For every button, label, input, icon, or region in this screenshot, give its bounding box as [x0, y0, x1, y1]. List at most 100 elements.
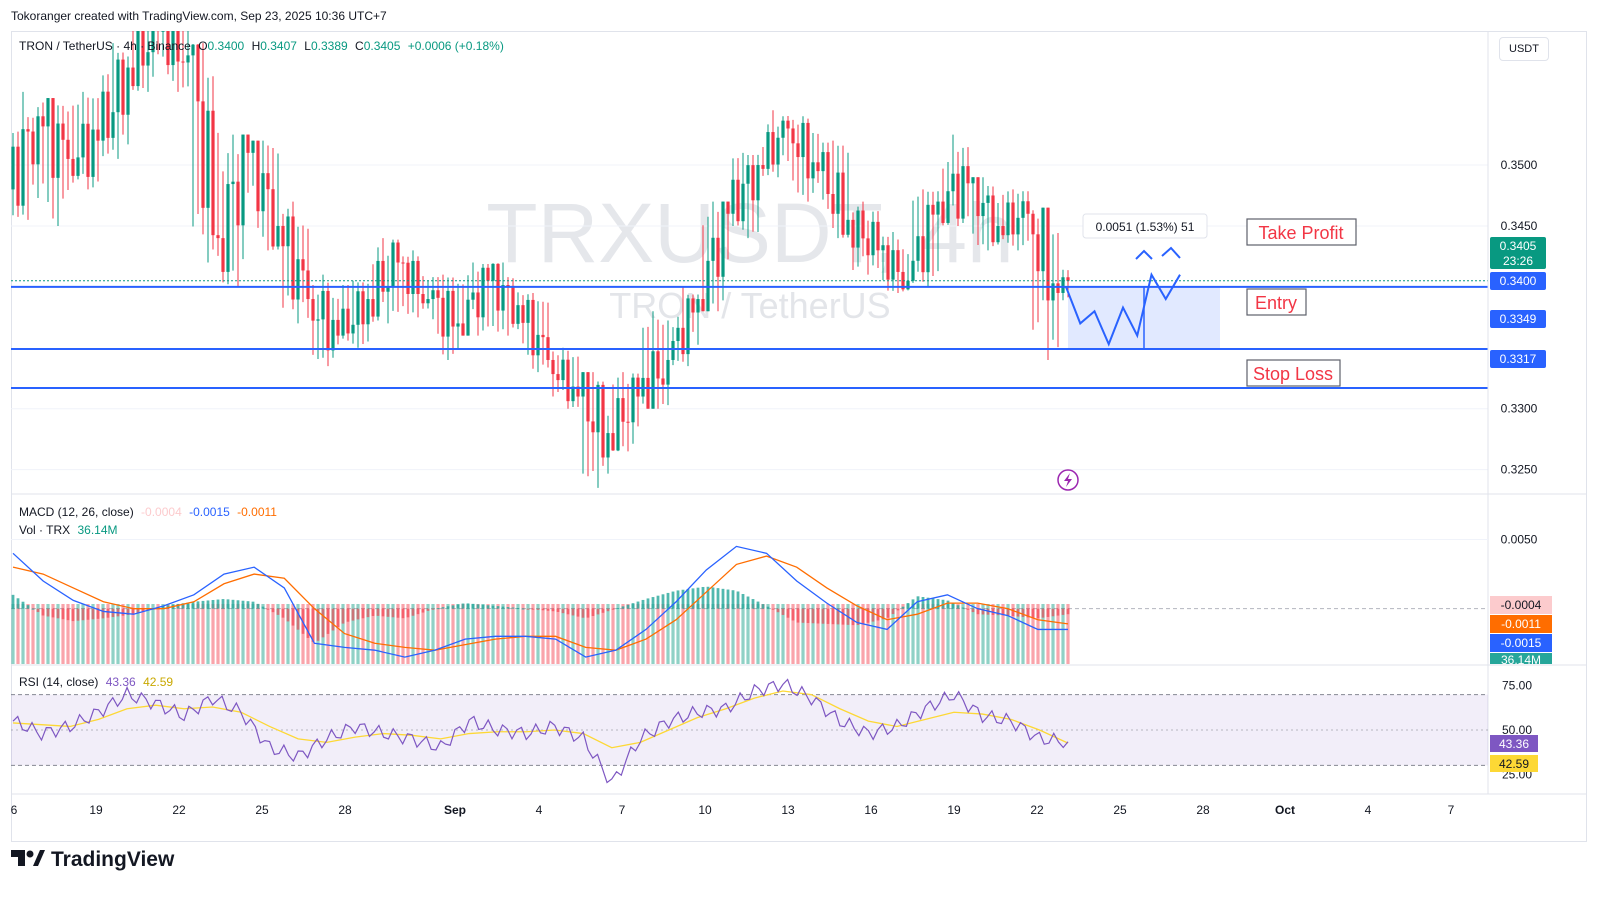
rsi-ma-line: [12, 690, 1069, 749]
volume-bar: [636, 604, 640, 664]
candle-body: [771, 132, 775, 165]
volume-bar: [446, 604, 450, 664]
candle-body: [476, 292, 480, 318]
symbol-legend[interactable]: TRON / TetherUS · 4h · Binance O0.3400 H…: [19, 39, 508, 53]
macd-histogram-bar: [196, 601, 200, 609]
candle-body: [416, 260, 420, 295]
time-axis[interactable]: 6 19 22 25 28 Sep 4 7 10 13 16 19 22 25 28 Oct 4 7: [11, 803, 1455, 817]
macd-histogram-bar: [431, 608, 435, 610]
volume-bar: [246, 604, 250, 664]
macd-histogram-bar: [106, 608, 110, 618]
volume-bar: [606, 604, 610, 664]
volume-bar: [1041, 604, 1045, 664]
candle-body: [211, 110, 215, 236]
macd-histogram-bar: [921, 597, 925, 609]
candle-body: [846, 219, 850, 235]
volume-bar: [526, 604, 530, 664]
projection-arrow-path[interactable]: [1065, 272, 1181, 347]
macd-histogram-bar: [881, 608, 885, 620]
macd-histogram-bar: [671, 591, 675, 609]
volume-bar: [751, 604, 755, 664]
levels[interactable]: [11, 280, 1488, 389]
macd-legend[interactable]: MACD (12, 26, close) -0.0004 -0.0015 -0.…: [19, 505, 281, 519]
tradingview-logo[interactable]: TradingView: [11, 847, 174, 873]
lightning-icon[interactable]: [1057, 469, 1079, 491]
candle-body: [761, 165, 765, 169]
macd-histogram-bar: [1051, 608, 1055, 617]
volume-bar: [596, 604, 600, 664]
price-range-projection[interactable]: 0.0051 (1.53%) 51: [1065, 213, 1220, 350]
take-profit-label: Take Profit: [1258, 223, 1343, 243]
macd-histogram-bar: [366, 608, 370, 618]
candle-body: [106, 91, 110, 138]
volume-bar: [1061, 604, 1065, 664]
macd-histogram-bar: [591, 608, 595, 617]
candle-body: [871, 221, 875, 256]
candle-body: [121, 59, 125, 115]
macd-histogram-bar: [266, 608, 270, 610]
candle-body: [596, 384, 600, 433]
candle-body: [151, 31, 155, 53]
price-axis[interactable]: 0.3500 0.3450 0.3300 0.3250: [1501, 158, 1538, 477]
volume-bar: [531, 604, 535, 664]
annotation-stop-loss[interactable]: Stop Loss: [1246, 359, 1341, 387]
volume-bar: [1006, 604, 1010, 664]
volume-bar: [496, 604, 500, 664]
candle-body: [446, 290, 450, 337]
candle-body: [996, 225, 1000, 243]
macd-histogram-bar: [746, 596, 750, 609]
stop-loss-price: 0.3317: [1500, 352, 1537, 366]
macd-histogram-bar: [826, 608, 830, 624]
macd-histogram-bar: [681, 589, 685, 609]
macd-histogram-bar: [11, 594, 15, 609]
macd-histogram-bar: [56, 608, 60, 619]
price-tick-label: 0.3250: [1501, 463, 1538, 477]
macd-histogram-bar: [936, 599, 940, 609]
macd-histogram-bar: [1036, 608, 1040, 619]
macd-histogram-bar: [961, 607, 965, 609]
macd-histogram-bar: [1046, 608, 1050, 617]
volume-bar: [466, 604, 470, 664]
volume-bar: [961, 604, 965, 664]
macd-histogram-bar: [441, 607, 445, 609]
candle-body: [616, 398, 620, 451]
annotation-take-profit[interactable]: Take Profit: [1246, 218, 1357, 246]
volume-bar: [831, 604, 835, 664]
volume-bar: [871, 604, 875, 664]
candle-body: [171, 31, 175, 66]
volume-bar: [71, 604, 75, 664]
symbol-pair[interactable]: TRON / TetherUS · 4h · Binance: [19, 39, 191, 53]
volume-title: Vol · TRX: [19, 523, 71, 537]
volume-bar: [331, 604, 335, 664]
candle-body: [1001, 225, 1005, 236]
macd-histogram-bar: [641, 599, 645, 609]
macd-pane[interactable]: 0.0050: [11, 533, 1538, 665]
candle-body: [396, 242, 400, 263]
volume-bar: [1066, 604, 1070, 664]
rsi-legend[interactable]: RSI (14, close) 43.36 42.59: [19, 675, 177, 689]
close-label: C: [355, 39, 364, 53]
volume-bar: [511, 604, 515, 664]
change-value: +0.0006 (+0.18%): [407, 39, 504, 53]
candle-body: [711, 237, 715, 261]
annotation-entry[interactable]: Entry: [1246, 288, 1307, 316]
macd-histogram-bar: [801, 608, 805, 623]
volume-bar: [206, 604, 210, 664]
volume-legend[interactable]: Vol · TRX 36.14M: [19, 523, 122, 537]
macd-histogram-bar: [31, 608, 35, 610]
volume-bar: [51, 604, 55, 664]
volume-bar: [91, 604, 95, 664]
volume-bar: [421, 604, 425, 664]
macd-histogram-bar: [401, 608, 405, 619]
volume-bar: [586, 604, 590, 664]
candle-body: [276, 225, 280, 247]
currency-button[interactable]: USDT: [1499, 37, 1549, 61]
macd-histogram-bar: [96, 608, 100, 619]
macd-histogram-bar: [581, 608, 585, 618]
macd-histogram-bar: [776, 608, 780, 613]
high-label: H: [251, 39, 261, 53]
candle-body: [936, 201, 940, 215]
macd-histogram-bar: [261, 606, 265, 609]
